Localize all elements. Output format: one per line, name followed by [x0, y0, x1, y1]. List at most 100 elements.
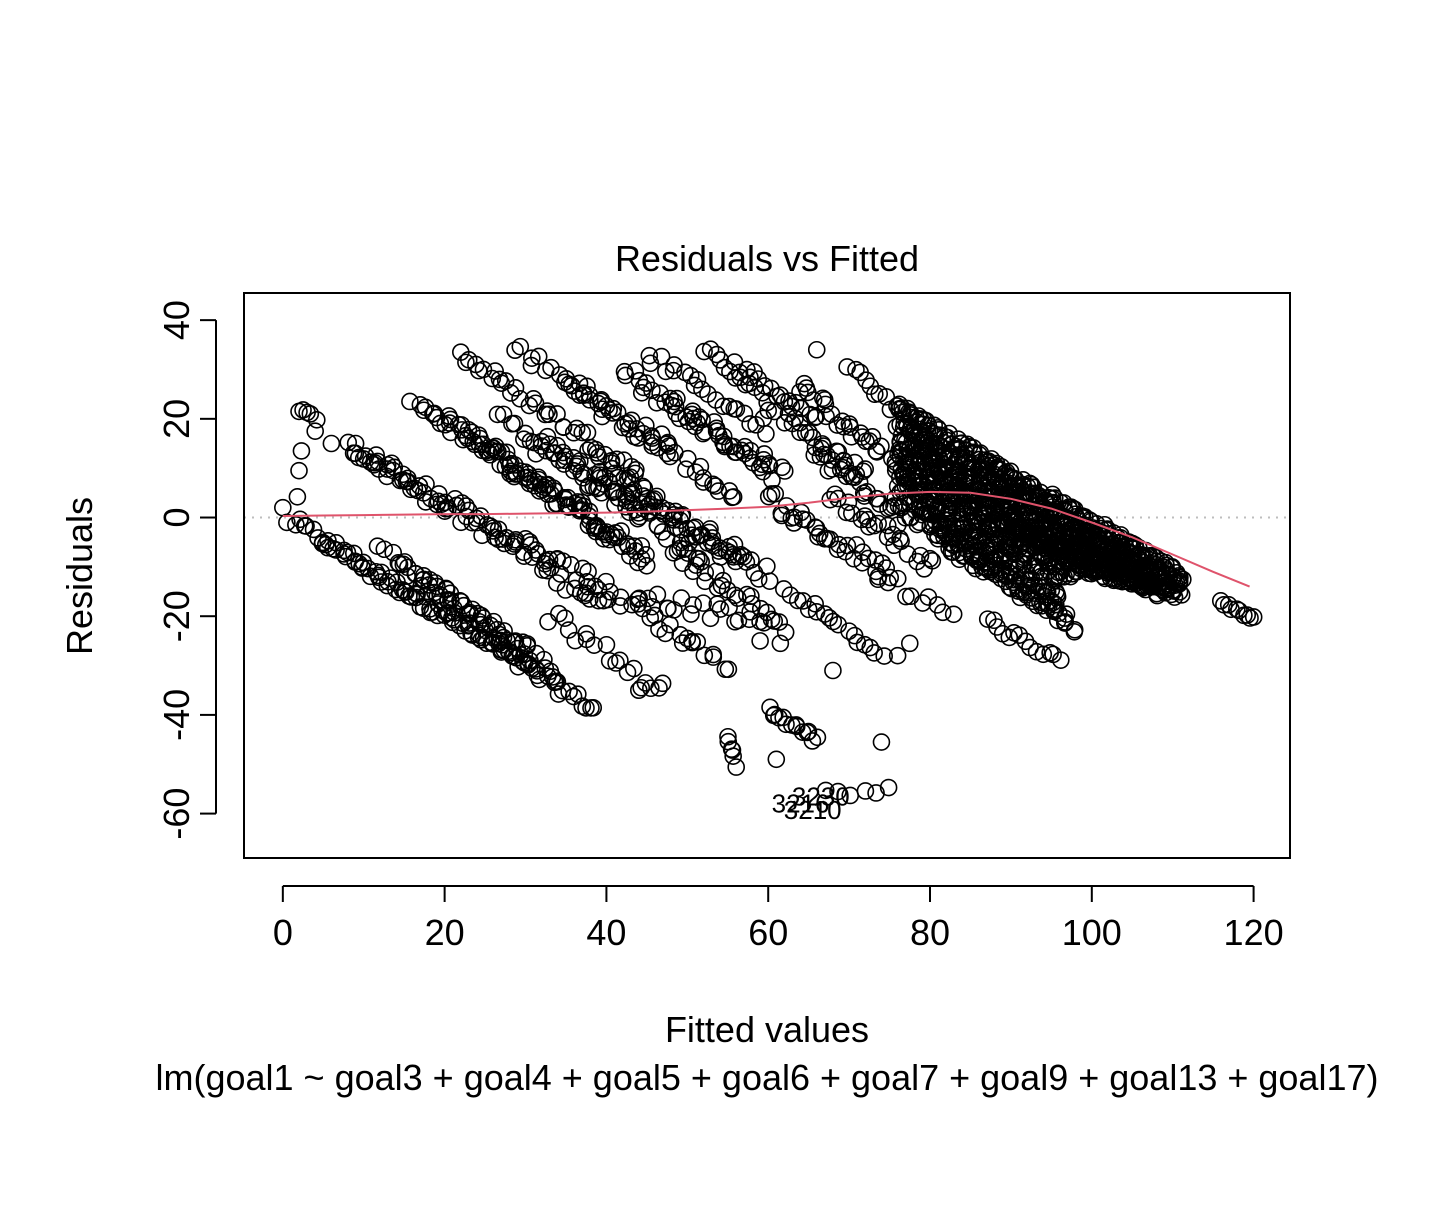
residual-point — [694, 473, 713, 491]
residual-point — [1052, 651, 1070, 669]
residual-point — [1074, 543, 1092, 562]
outlier-label: 3216 — [772, 789, 830, 819]
residual-point — [580, 391, 599, 409]
residual-point — [741, 368, 759, 387]
y-tick-label: -20 — [156, 590, 197, 642]
residual-point — [313, 534, 332, 553]
y-tick-label: -40 — [156, 689, 197, 741]
residual-point — [639, 589, 658, 608]
residual-point — [335, 541, 353, 560]
residual-point — [529, 347, 548, 366]
x-tick-label: 20 — [425, 912, 465, 953]
residual-point — [787, 717, 806, 736]
residual-point — [737, 553, 756, 571]
residual-point — [292, 442, 311, 460]
residual-point — [882, 498, 900, 517]
residual-point — [834, 458, 852, 477]
residual-point — [445, 604, 464, 622]
residual-point — [639, 497, 657, 515]
residual-point — [673, 634, 692, 652]
residual-point — [648, 585, 667, 604]
residual-point — [570, 374, 589, 393]
residual-point — [308, 411, 326, 429]
residual-point — [723, 488, 741, 507]
residual-point — [683, 405, 701, 424]
residual-point — [955, 546, 973, 565]
residual-point — [632, 384, 651, 402]
residual-point — [845, 549, 863, 568]
residual-point — [791, 423, 809, 442]
residual-point — [1065, 623, 1084, 641]
x-axis: 0 20 40 60 80 100 120 — [273, 885, 1284, 953]
residual-point — [806, 595, 824, 613]
residual-point — [567, 419, 586, 438]
residual-point — [496, 372, 515, 390]
residual-point — [573, 423, 592, 442]
residual-point — [693, 525, 711, 544]
residual-point — [751, 632, 769, 650]
residual-point — [1121, 560, 1140, 578]
residual-point — [425, 404, 444, 423]
residual-point — [540, 405, 558, 424]
residual-point — [841, 418, 860, 437]
residual-point — [626, 362, 645, 380]
residual-point — [483, 369, 502, 388]
residual-point — [900, 634, 919, 653]
residual-point — [540, 550, 559, 569]
plot-frame — [243, 292, 1291, 859]
residual-point — [743, 594, 761, 613]
residual-point — [562, 555, 580, 574]
x-tick-label: 40 — [586, 912, 626, 953]
y-tick-label: -60 — [156, 788, 197, 840]
residual-point — [767, 750, 786, 769]
residual-point — [940, 533, 959, 552]
residual-point — [861, 638, 880, 657]
residual-point — [622, 474, 640, 493]
residual-point — [708, 422, 726, 440]
residual-point — [677, 460, 695, 478]
residual-point — [952, 434, 970, 453]
residual-point — [857, 371, 875, 389]
residual-point — [589, 448, 608, 466]
residual-point — [868, 443, 886, 461]
residual-point — [474, 360, 493, 379]
residual-point — [489, 442, 507, 461]
residual-point — [538, 402, 556, 420]
residual-point — [346, 434, 365, 453]
x-tick-label: 80 — [910, 912, 950, 953]
residual-point — [824, 661, 842, 680]
residual-point — [762, 485, 781, 503]
residual-point — [661, 447, 679, 466]
residual-point — [853, 543, 872, 561]
residual-point — [695, 646, 714, 665]
residual-point — [738, 360, 756, 379]
residual-point — [1238, 606, 1257, 624]
residual-point — [511, 337, 530, 356]
residual-point — [605, 464, 624, 483]
residual-point — [865, 644, 883, 662]
residual-point — [847, 360, 865, 379]
residual-point — [897, 587, 915, 606]
residual-point — [701, 340, 720, 358]
residual-point — [632, 549, 651, 568]
residual-point — [619, 537, 638, 556]
residual-point — [679, 449, 697, 468]
residual-point — [502, 384, 520, 402]
residual-point — [415, 570, 433, 589]
residual-point — [840, 622, 858, 640]
residual-point — [690, 408, 709, 426]
residual-point — [725, 353, 744, 371]
residual-point — [577, 699, 595, 717]
chart-title: Residuals vs Fitted — [615, 238, 919, 279]
residual-point — [816, 781, 835, 800]
residual-point — [776, 623, 795, 642]
residual-point — [1117, 563, 1136, 582]
residual-point — [541, 662, 560, 681]
residual-point — [507, 531, 525, 549]
residual-point — [418, 582, 437, 601]
residual-point — [877, 388, 896, 406]
residual-point — [721, 437, 739, 455]
residual-point — [653, 674, 672, 693]
residual-point — [503, 415, 521, 433]
residual-point — [694, 594, 713, 612]
